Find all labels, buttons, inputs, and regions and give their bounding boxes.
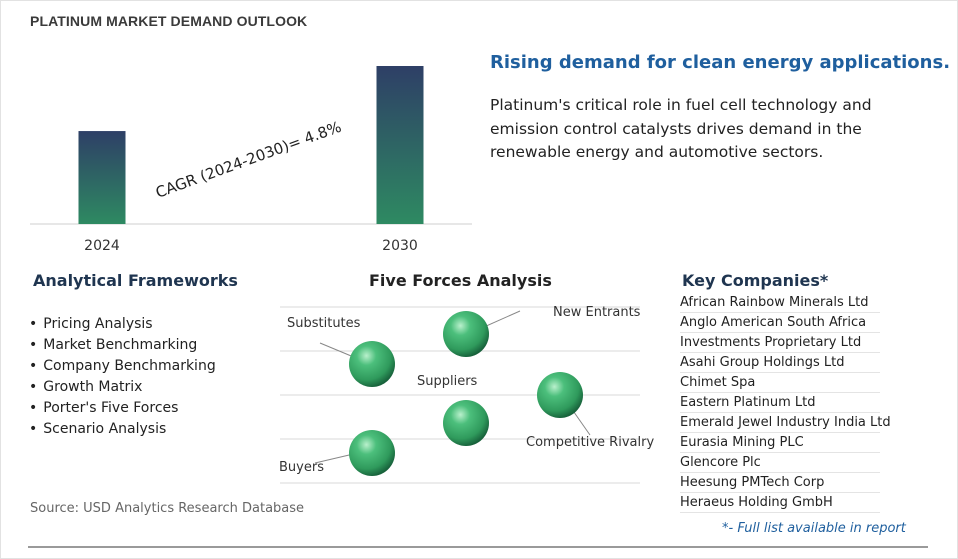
- company-item: Anglo American South Africa: [680, 313, 880, 333]
- framework-item: Pricing Analysis: [29, 314, 216, 335]
- headline-body: Platinum's critical role in fuel cell te…: [490, 96, 872, 161]
- bar-2024: [78, 131, 126, 224]
- five-forces-diagram: [280, 306, 640, 484]
- page-title: PLATINUM MARKET DEMAND OUTLOOK: [30, 13, 308, 29]
- x-tick-label: 2030: [382, 238, 418, 254]
- competitive-rivalry-sphere: [537, 372, 583, 418]
- company-item: African Rainbow Minerals Ltd: [680, 293, 880, 313]
- substitutes-sphere: [349, 341, 395, 387]
- five-forces-title: Five Forces Analysis: [369, 271, 552, 290]
- new-entrants-label: New Entrants: [553, 305, 641, 320]
- company-item: Heesung PMTech Corp: [680, 473, 880, 493]
- source-note: Source: USD Analytics Research Database: [30, 501, 305, 516]
- framework-item: Company Benchmarking: [29, 356, 215, 377]
- new-entrants-sphere: [443, 311, 489, 357]
- bar-chart: 2024 2030 CAGR (2024-2030)= 4.8%: [30, 66, 472, 254]
- framework-item: Scenario Analysis: [29, 419, 216, 440]
- company-item: Eurasia Mining PLC: [680, 433, 880, 453]
- frameworks-title: Analytical Frameworks: [33, 271, 238, 290]
- company-item: Emerald Jewel Industry India Ltd: [680, 413, 891, 433]
- companies-title: Key Companies*: [682, 271, 829, 290]
- cagr-annotation: CAGR (2024-2030)= 4.8%: [153, 118, 344, 202]
- suppliers-sphere: [443, 400, 489, 446]
- bottom-divider: [28, 546, 928, 548]
- framework-item: Market Benchmarking: [29, 335, 216, 356]
- company-item: Eastern Platinum Ltd: [680, 393, 880, 413]
- company-item: Investments Proprietary Ltd: [680, 333, 880, 353]
- framework-item: Growth Matrix: [29, 377, 216, 398]
- buyers-sphere: [349, 430, 395, 476]
- framework-item: Porter's Five Forces: [29, 398, 216, 419]
- bar-2030: [376, 66, 424, 224]
- suppliers-label: Suppliers: [417, 374, 478, 389]
- x-tick-label: 2024: [84, 238, 120, 254]
- competitive-rivalry-label: Competitive Rivalry: [526, 435, 655, 450]
- company-item: Asahi Group Holdings Ltd: [680, 353, 880, 373]
- full-list-note: *- Full list available in report: [722, 521, 906, 536]
- buyers-label: Buyers: [279, 460, 324, 475]
- headline-title: Rising demand for clean energy applicati…: [490, 52, 951, 73]
- company-item: Glencore Plc: [680, 453, 880, 473]
- substitutes-label: Substitutes: [287, 316, 361, 331]
- frameworks-list: Pricing Analysis Market Benchmarking Com…: [29, 314, 216, 440]
- company-item: Chimet Spa: [680, 373, 880, 393]
- company-item: Heraeus Holding GmbH: [680, 493, 880, 513]
- companies-list: African Rainbow Minerals Ltd Anglo Ameri…: [680, 293, 891, 513]
